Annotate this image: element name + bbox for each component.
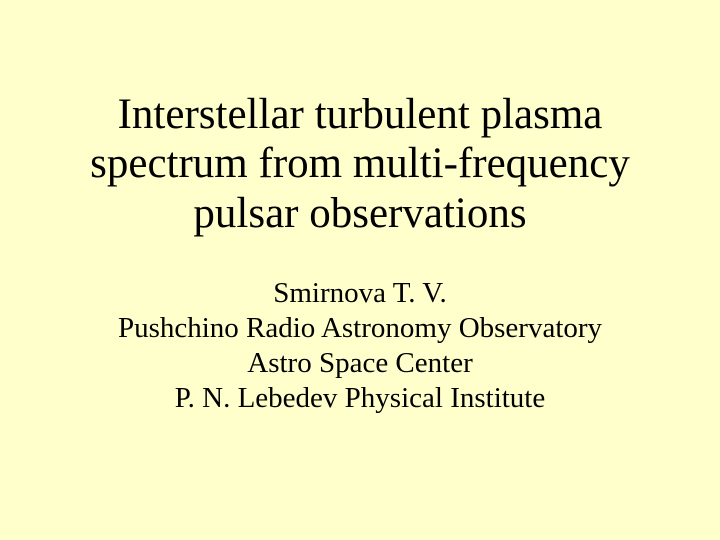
title-block: Interstellar turbulent plasma spectrum f… xyxy=(40,90,680,238)
author-block: Smirnova T. V. Pushchino Radio Astronomy… xyxy=(40,276,680,415)
affiliation-line-3: P. N. Lebedev Physical Institute xyxy=(40,381,680,416)
slide-title: Interstellar turbulent plasma spectrum f… xyxy=(40,90,680,238)
author-name: Smirnova T. V. xyxy=(40,276,680,311)
affiliation-line-1: Pushchino Radio Astronomy Observatory xyxy=(40,311,680,346)
affiliation-line-2: Astro Space Center xyxy=(40,346,680,381)
